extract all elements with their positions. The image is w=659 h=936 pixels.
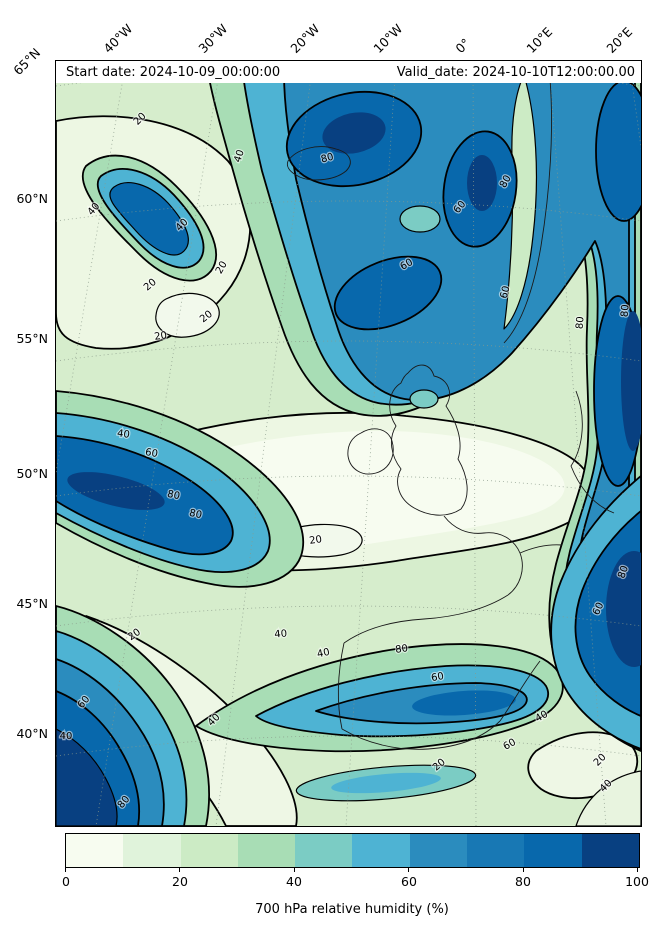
lon-tick-30w: 30°W <box>195 20 231 56</box>
colorbar-tick-mark <box>408 868 409 872</box>
start-date-label: Start date: 2024-10-09_00:00:00 <box>66 64 281 80</box>
colorbar-segment <box>581 834 639 867</box>
contour-label: 40 <box>232 148 246 164</box>
contour-label: 40 <box>116 428 130 441</box>
colorbar-segment <box>123 834 181 867</box>
lon-tick-20e: 20°E <box>603 24 636 56</box>
coastlines <box>286 78 615 750</box>
colorbar-segment <box>295 834 353 867</box>
lat-tick-40n: 40°N <box>16 726 48 741</box>
colorbar-tick-80: 80 <box>515 874 531 889</box>
colorbar-segment <box>352 834 410 867</box>
colorbar-tick-mark <box>179 868 180 872</box>
lon-tick-40w: 40°W <box>100 20 136 56</box>
colorbar-tick-mark <box>637 868 638 872</box>
colorbar-tick-mark <box>65 868 66 872</box>
colorbar-tick-100: 100 <box>625 874 649 889</box>
colorbar-segment <box>409 834 468 867</box>
lat-tick-45n: 45°N <box>16 596 48 611</box>
lat-tick-55n: 55°N <box>16 331 48 346</box>
map-axes: 20 40 40 20 20 40 20 80 60 80 60 60 80 8… <box>55 60 642 827</box>
longitude-axis: 40°W 30°W 20°W 10°W 0° 10°E 20°E <box>55 0 645 58</box>
lat-tick-60n: 60°N <box>16 191 48 206</box>
contour-label: 80 <box>619 304 631 318</box>
colorbar <box>65 833 640 868</box>
ireland-coast <box>347 428 394 475</box>
norway-coast <box>503 78 552 344</box>
contour-label: 60 <box>430 671 444 684</box>
great-britain-coast <box>389 364 468 516</box>
colorbar-tick-mark <box>523 868 524 872</box>
humidity-contour-map: 20 40 40 20 20 40 20 80 60 80 60 60 80 8… <box>56 61 641 826</box>
contour-label: 60 <box>144 447 158 460</box>
contour-label: 80 <box>166 489 181 502</box>
colorbar-title: 700 hPa relative humidity (%) <box>255 902 449 917</box>
colorbar-tick-60: 60 <box>401 874 417 889</box>
date-strip: Start date: 2024-10-09_00:00:00 Valid_da… <box>56 61 641 83</box>
lat-tick-65n: 65°N <box>10 45 44 78</box>
france-coast <box>443 515 523 596</box>
contour-label: 20 <box>154 330 168 343</box>
colorbar-tick-20: 20 <box>172 874 188 889</box>
lon-tick-10w: 10°W <box>370 20 406 56</box>
latitude-axis: 65°N 60°N 55°N 50°N 45°N 40°N <box>0 45 53 825</box>
wet-regions <box>56 61 641 826</box>
contour-label: 20 <box>309 534 323 547</box>
colorbar-segment <box>66 834 124 867</box>
contour-label: 80 <box>320 152 335 166</box>
lat-tick-50n: 50°N <box>16 466 48 481</box>
denmark-coast <box>570 390 615 514</box>
lon-tick-20w: 20°W <box>287 20 323 56</box>
south-spain-coast <box>341 720 501 750</box>
contour-label: 80 <box>188 508 203 521</box>
mediterranean-coast <box>499 660 541 722</box>
colorbar-segment <box>180 834 238 867</box>
colorbar-segment <box>467 834 525 867</box>
biscay-coast <box>343 594 509 644</box>
portugal-coast <box>337 642 345 730</box>
colorbar-tick-40: 40 <box>286 874 302 889</box>
iceland-coast <box>286 146 351 181</box>
contour-label: 60 <box>499 285 513 300</box>
contour-label: 40 <box>274 628 288 640</box>
valid-date-label: Valid_date: 2024-10-10T12:00:00.00 <box>396 64 635 80</box>
lon-tick-10e: 10°E <box>523 24 556 56</box>
colorbar-tick-0: 0 <box>62 874 70 889</box>
contour-label: 40 <box>316 647 331 660</box>
colorbar-tick-mark <box>294 868 295 872</box>
contour-label: 40 <box>60 731 73 742</box>
contour-label: 80 <box>395 643 409 656</box>
lon-tick-0: 0° <box>452 35 474 56</box>
contour-label: 80 <box>574 316 586 330</box>
colorbar-segment <box>237 834 296 867</box>
channel-coast <box>519 544 563 554</box>
colorbar-segment <box>524 834 582 867</box>
